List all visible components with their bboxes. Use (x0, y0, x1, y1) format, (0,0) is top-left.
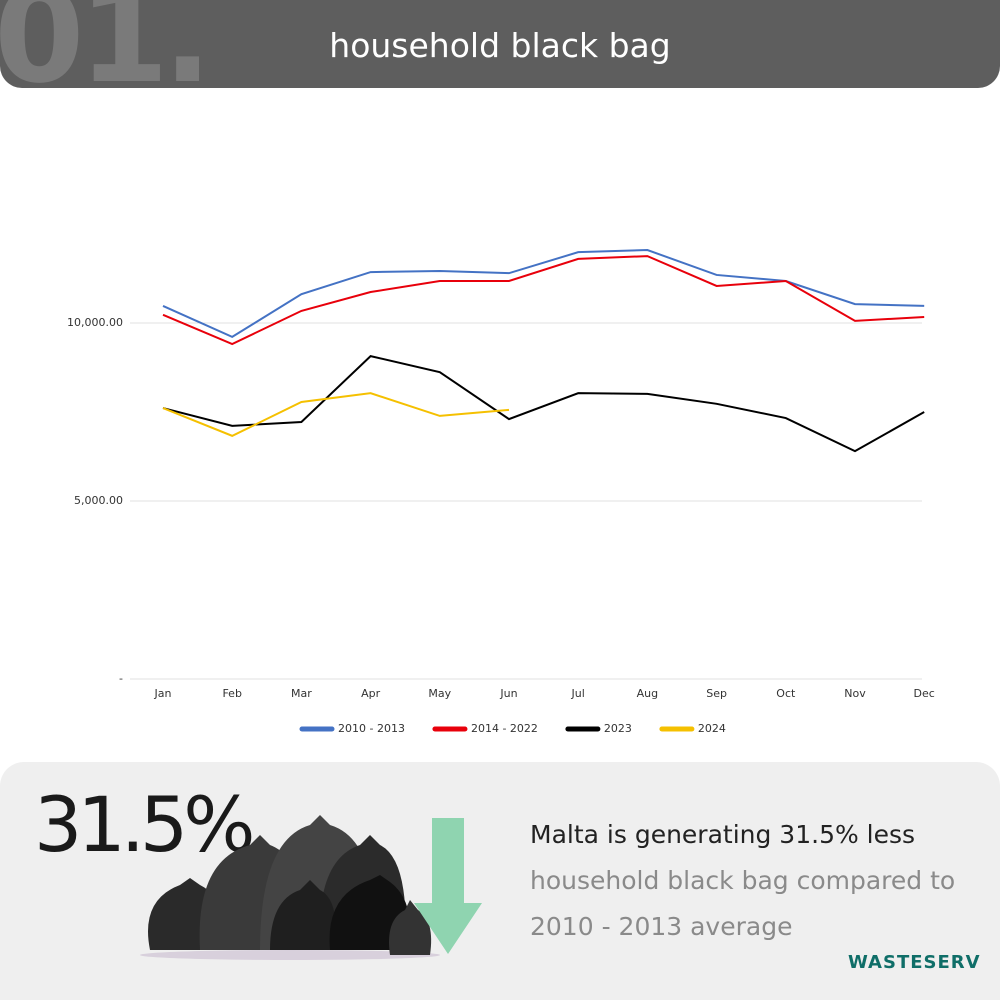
header: 01. household black bag (0, 0, 1000, 88)
legend-label: 2023 (604, 722, 632, 735)
x-tick-label: Feb (222, 687, 241, 700)
x-tick-label: Mar (291, 687, 312, 700)
x-tick-label: Apr (361, 687, 381, 700)
x-tick-label: May (428, 687, 451, 700)
line (162, 392, 510, 437)
section-number: 01. (0, 0, 212, 88)
x-tick-label: Sep (706, 687, 727, 700)
y-tick-label: - (119, 672, 123, 685)
x-tick-label: Oct (776, 687, 796, 700)
line (162, 355, 925, 453)
x-tick-label: Jun (499, 687, 517, 700)
x-tick-label: Jul (571, 687, 585, 700)
down-arrow (414, 818, 482, 954)
x-tick-label: Jan (154, 687, 172, 700)
chart: - 5,000.00 10,000.00 Jan Feb Mar Apr May Jun Jul A… (67, 249, 935, 735)
description: 2010 - 2013 average (530, 912, 793, 941)
stat: 31.5% (34, 780, 255, 869)
bags-illustration (140, 815, 440, 960)
legend-label: 2010 - 2013 (338, 722, 405, 735)
x-tick-label: Dec (914, 687, 935, 700)
y-tick-label: 10,000.00 (67, 316, 123, 329)
description: household black bag compared to (530, 866, 956, 895)
line (162, 255, 925, 346)
legend-label: 2014 - 2022 (471, 722, 538, 735)
x-tick-label: Nov (844, 687, 866, 700)
title: household black bag (329, 26, 671, 65)
line (162, 249, 925, 339)
logo: WASTESERV (848, 952, 981, 973)
x-tick-label: Aug (637, 687, 658, 700)
summary-panel (0, 762, 1000, 1000)
description: Malta is generating 31.5% less (530, 820, 916, 849)
legend-label: 2024 (698, 722, 726, 735)
y-tick-label: 5,000.00 (74, 494, 123, 507)
